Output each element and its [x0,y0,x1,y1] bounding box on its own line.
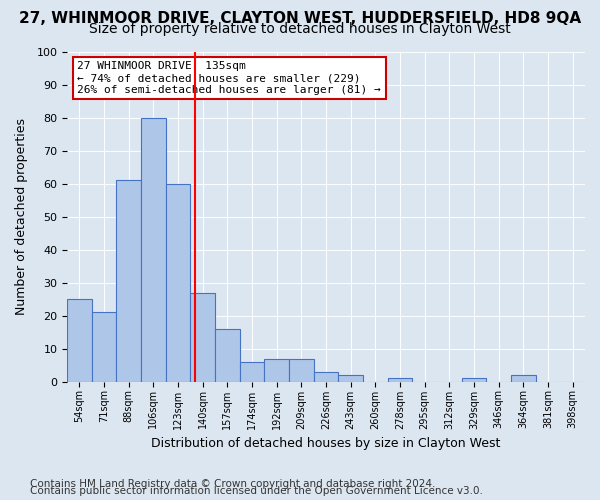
Bar [338,375,363,382]
Bar [116,180,141,382]
Bar [461,378,487,382]
Y-axis label: Number of detached properties: Number of detached properties [15,118,28,315]
Text: Contains HM Land Registry data © Crown copyright and database right 2024.: Contains HM Land Registry data © Crown c… [30,479,436,489]
Text: Contains public sector information licensed under the Open Government Licence v3: Contains public sector information licen… [30,486,483,496]
Bar [141,118,166,382]
Bar [166,184,190,382]
Text: 27 WHINMOOR DRIVE: 135sqm
← 74% of detached houses are smaller (229)
26% of semi: 27 WHINMOOR DRIVE: 135sqm ← 74% of detac… [77,62,381,94]
Bar [92,312,116,382]
Bar [265,358,289,382]
Bar [240,362,265,382]
Bar [289,358,314,382]
Bar [190,292,215,382]
Bar [388,378,412,382]
X-axis label: Distribution of detached houses by size in Clayton West: Distribution of detached houses by size … [151,437,501,450]
Text: 27, WHINMOOR DRIVE, CLAYTON WEST, HUDDERSFIELD, HD8 9QA: 27, WHINMOOR DRIVE, CLAYTON WEST, HUDDER… [19,11,581,26]
Bar [511,375,536,382]
Bar [314,372,338,382]
Text: Size of property relative to detached houses in Clayton West: Size of property relative to detached ho… [89,22,511,36]
Bar [215,329,240,382]
Bar [67,299,92,382]
